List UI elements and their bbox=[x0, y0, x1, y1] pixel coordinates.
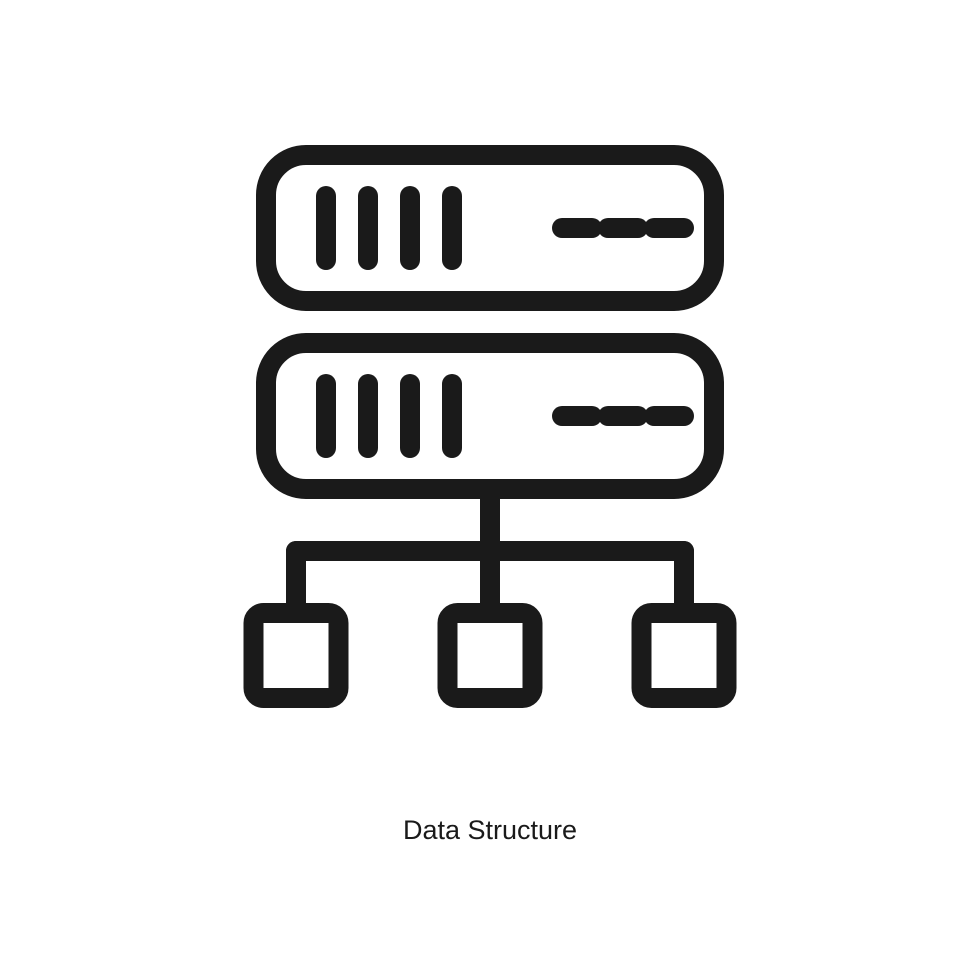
icon-caption: Data Structure bbox=[403, 815, 577, 846]
icon-card: Data Structure bbox=[0, 0, 980, 980]
data-structure-icon bbox=[210, 135, 770, 775]
